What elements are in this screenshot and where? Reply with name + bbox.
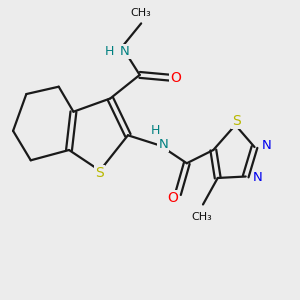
- Text: O: O: [167, 191, 178, 205]
- Text: CH₃: CH₃: [131, 8, 152, 18]
- Text: N: N: [120, 45, 130, 58]
- Text: H: H: [104, 45, 114, 58]
- Text: N: N: [262, 139, 272, 152]
- Text: S: S: [96, 166, 104, 180]
- Text: CH₃: CH₃: [191, 212, 212, 222]
- Text: N: N: [253, 172, 263, 184]
- Text: O: O: [170, 71, 181, 85]
- Text: H: H: [150, 124, 160, 137]
- Text: N: N: [158, 138, 168, 151]
- Text: S: S: [232, 114, 241, 128]
